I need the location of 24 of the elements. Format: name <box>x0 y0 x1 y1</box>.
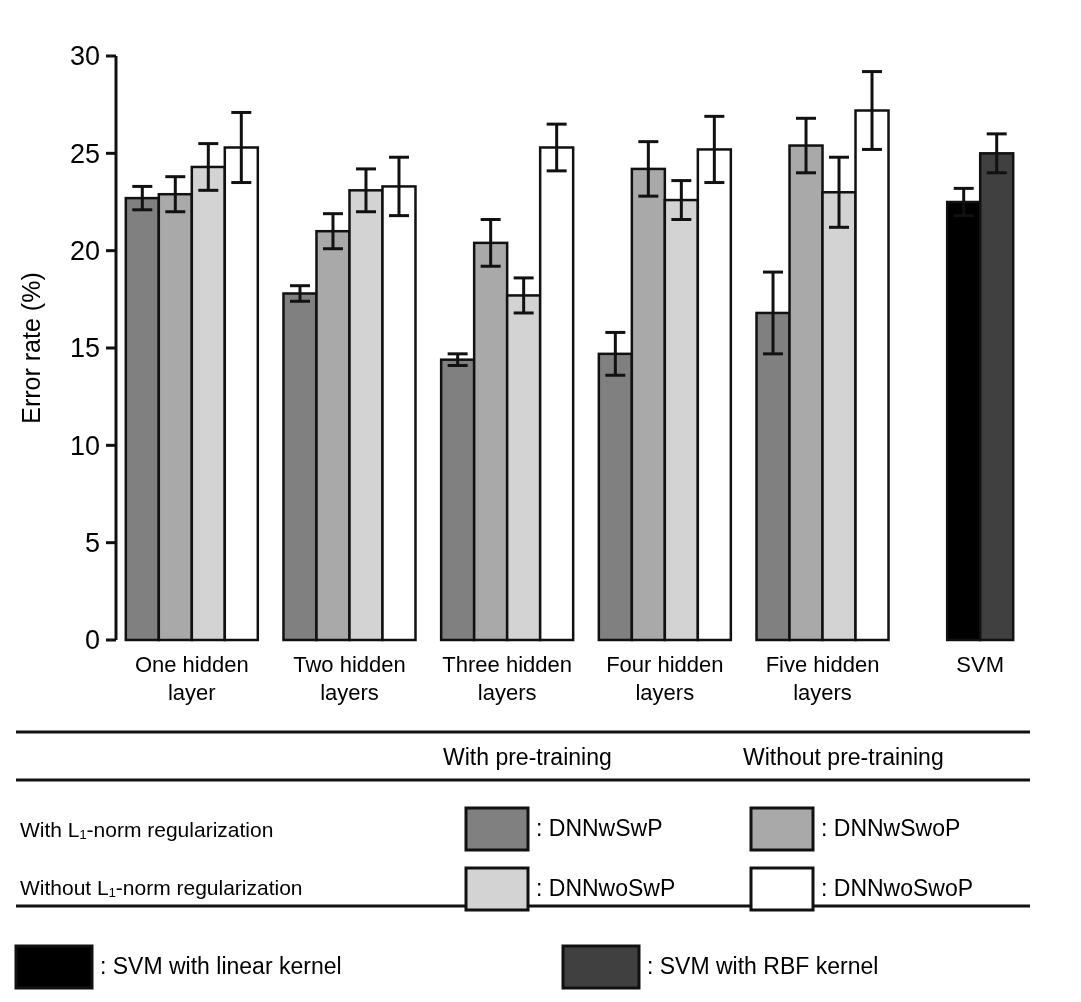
y-tick-label: 30 <box>69 41 100 72</box>
text: With L₁-norm regularization <box>20 818 274 841</box>
text: Without pre-training <box>743 744 944 770</box>
x-tick-label: Five hidden layers <box>765 652 880 705</box>
y-tick-label: 15 <box>69 333 100 364</box>
text: Without L₁-norm regularization <box>20 876 303 899</box>
x-tick-label: Four hidden layers <box>606 652 724 705</box>
legend-label: : DNNwoSwoP <box>821 875 974 902</box>
x-tick-label: SVM <box>956 652 1005 677</box>
legend-label: : SVM with linear kernel <box>100 953 342 980</box>
x-tick-label: One hidden layer <box>134 652 249 705</box>
y-axis-title: Error rate (%) <box>17 272 45 424</box>
x-tick-label: Three hidden layers <box>442 652 572 705</box>
legend-label: : DNNwoSwP <box>536 875 676 902</box>
y-tick-label: 5 <box>84 528 100 559</box>
text: With pre-training <box>443 744 612 770</box>
y-tick-label: 20 <box>69 236 100 267</box>
y-tick-label: 25 <box>69 138 100 169</box>
y-tick-label: 0 <box>84 625 100 656</box>
legend-label: : DNNwSwoP <box>821 815 961 842</box>
legend-label: : SVM with RBF kernel <box>647 953 879 980</box>
x-tick-label: Two hidden layers <box>293 652 406 705</box>
y-tick-label: 10 <box>69 430 100 461</box>
legend-label: : DNNwSwP <box>536 815 663 842</box>
